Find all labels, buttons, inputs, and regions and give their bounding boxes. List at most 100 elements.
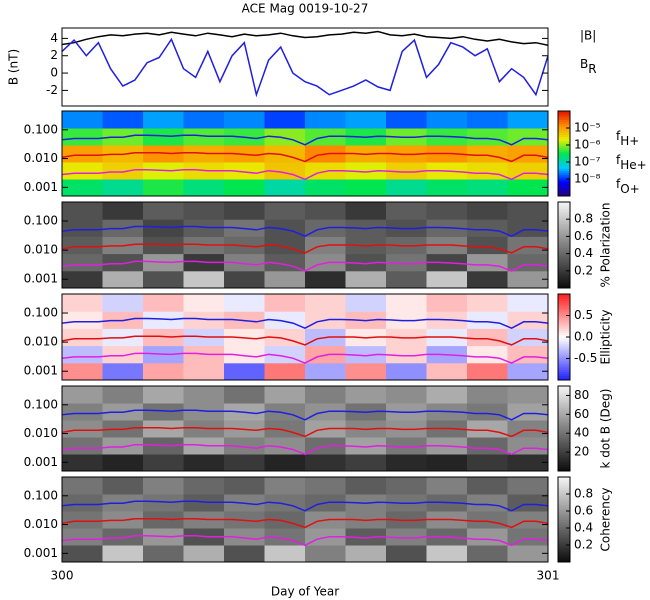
colorbar-tick-label: 0.8 [574, 212, 593, 226]
plot-frame [61, 293, 549, 381]
heatmap-cell [507, 386, 549, 404]
heatmap-cell [102, 454, 144, 472]
series-line [62, 500, 548, 512]
heatmap-cell [224, 294, 265, 312]
colorbar-segment [558, 149, 570, 152]
heatmap-cell [507, 219, 549, 237]
series-line [62, 225, 548, 238]
heatmap-cell [305, 294, 346, 312]
heatmap-cell [467, 162, 508, 180]
colorbar-segment [558, 530, 570, 533]
colorbar-segment [558, 111, 570, 114]
colorbar-segment [558, 313, 570, 316]
colorbar-tick-label: 0.0 [574, 330, 593, 344]
colorbar-segment [558, 306, 570, 310]
heatmap-cell [264, 111, 306, 129]
colorbar-segment [558, 549, 570, 552]
heatmap-cell [305, 202, 346, 220]
heatmap-cell [224, 202, 265, 220]
heatmap-cell [224, 454, 265, 472]
colorbar-segment [558, 270, 570, 274]
heatmap-cell [62, 386, 103, 404]
colorbar-segment [558, 559, 570, 563]
heatmap-cell [467, 545, 508, 563]
colorbar-segment [558, 283, 570, 287]
colorbar-segment [558, 447, 570, 451]
colorbar-segment [558, 409, 570, 412]
heatmap-cell [305, 111, 346, 129]
heatmap-cell [345, 179, 387, 197]
colorbar-segment [558, 460, 570, 463]
heatmap-cell [143, 145, 184, 163]
colorbar-segment [558, 481, 570, 484]
heatmap-cell [507, 202, 549, 220]
colorbar-segment [558, 553, 570, 557]
heatmap-cell [426, 454, 468, 472]
colorbar-segment [558, 360, 570, 364]
colorbar-tick-label: 0.2 [574, 263, 593, 277]
heatmap-cell [345, 270, 387, 289]
colorbar-segment [558, 491, 570, 495]
colorbar-segment [558, 257, 570, 261]
heatmap-cell [102, 253, 144, 272]
x-axis-label: Day of Year [271, 585, 339, 599]
colorbar-segment [558, 498, 570, 501]
heatmap-cell [143, 236, 184, 255]
colorbar-segment [558, 164, 570, 167]
heatmap-cell [507, 270, 549, 289]
colorbar-tick-label: 60 [574, 407, 589, 421]
colorbar-segment [558, 275, 570, 278]
colorbar-segment [558, 266, 570, 270]
heatmap-cell [102, 162, 144, 180]
heatmap-cell [507, 294, 549, 312]
heatmap-cell [102, 294, 144, 312]
colorbar-segment [558, 515, 570, 518]
legend-label: fO+ [616, 177, 640, 196]
series-line [62, 151, 548, 163]
heatmap-cell [386, 477, 427, 495]
heatmap-cell [264, 477, 306, 495]
heatmap-cell [507, 545, 549, 563]
colorbar-frame [557, 476, 571, 563]
colorbar-segment [558, 168, 570, 171]
y-tick-label: 0.010 [24, 243, 58, 257]
series-line [62, 243, 548, 254]
heatmap-cell [264, 454, 306, 472]
colorbar-segment [558, 489, 570, 493]
colorbar-segment [558, 294, 570, 297]
heatmap-cell [467, 386, 508, 404]
series-line [62, 335, 548, 346]
heatmap-cell [62, 494, 103, 512]
heatmap-cell [62, 328, 103, 347]
heatmap-cell [386, 362, 427, 381]
plot-frame [61, 110, 549, 197]
colorbar-segment [558, 262, 570, 265]
heatmap-cell [345, 162, 387, 180]
colorbar-segment [558, 532, 570, 535]
colorbar-segment [558, 191, 570, 195]
heatmap-cell [507, 403, 549, 421]
colorbar-segment [558, 238, 570, 242]
heatmap-cell [143, 386, 184, 404]
colorbar-segment [558, 364, 570, 368]
heatmap-cell [62, 111, 103, 129]
heatmap-cell [224, 477, 265, 495]
heatmap-cell [386, 179, 427, 197]
heatmap-cell [183, 545, 225, 563]
heatmap-cell [507, 362, 549, 381]
heatmap-cell [102, 345, 144, 364]
heatmap-cell [143, 477, 184, 495]
colorbar-segment [558, 285, 570, 289]
heatmap-cell [386, 545, 427, 563]
heatmap-cell [62, 545, 103, 563]
heatmap-cell [345, 437, 387, 455]
colorbar-segment [558, 245, 570, 248]
colorbar-segment [558, 125, 570, 129]
heatmap-cell [345, 111, 387, 129]
colorbar-tick-label: 0.5 [574, 308, 593, 322]
heatmap-cell [386, 345, 427, 364]
heatmap-cell [143, 328, 184, 347]
heatmap-cell [467, 202, 508, 220]
heatmap-cell [143, 511, 184, 529]
colorbar-segment [558, 151, 570, 154]
